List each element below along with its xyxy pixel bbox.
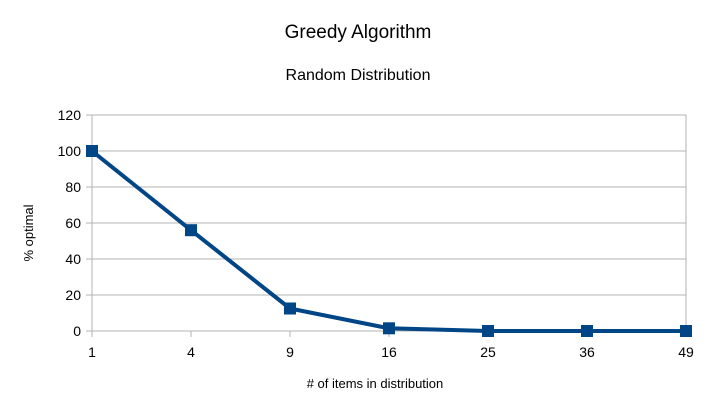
x-tick-label: 9 [286, 344, 294, 360]
chart-subtitle: Random Distribution [286, 67, 431, 84]
x-tick-label: 16 [381, 344, 397, 360]
x-tick-label: 49 [678, 344, 694, 360]
y-tick-label: 100 [58, 143, 82, 159]
y-axis-label: % optimal [21, 204, 36, 261]
x-tick-label: 1 [88, 344, 96, 360]
x-tick-label: 25 [480, 344, 496, 360]
x-tick-labels: 1 4 9 16 25 36 49 [88, 344, 694, 360]
y-tick-label: 40 [65, 251, 81, 267]
y-tick-labels: 0 20 40 60 80 100 120 [58, 107, 82, 339]
y-tick-label: 80 [65, 179, 81, 195]
y-tick-label: 0 [73, 323, 81, 339]
y-tick-label: 60 [65, 215, 81, 231]
x-tick-label: 4 [187, 344, 195, 360]
y-tick-label: 120 [58, 107, 82, 123]
data-point-marker [86, 145, 98, 157]
chart-title: Greedy Algorithm [285, 22, 432, 43]
series-line [90, 149, 688, 333]
data-point-marker [482, 325, 494, 337]
data-point-marker [680, 325, 692, 337]
data-point-marker [383, 322, 395, 335]
data-point-marker [185, 224, 197, 237]
y-tick-label: 20 [65, 287, 81, 303]
x-axis-label: # of items in distribution [307, 376, 444, 391]
grid-layer [86, 114, 687, 337]
data-point-marker [284, 302, 296, 315]
series-layer [86, 145, 692, 337]
data-point-marker [581, 325, 593, 337]
x-tick-label: 36 [579, 344, 595, 360]
